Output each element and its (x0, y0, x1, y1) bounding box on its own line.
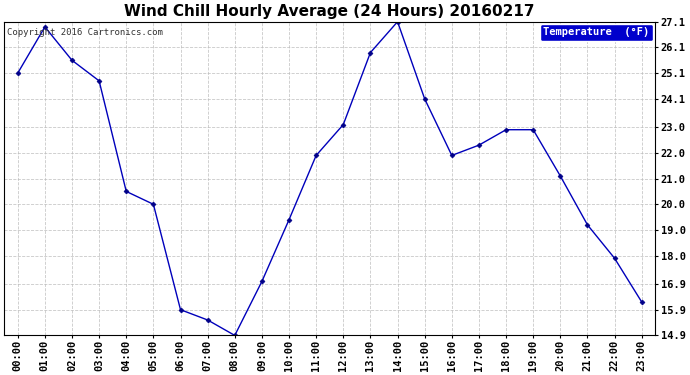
Title: Wind Chill Hourly Average (24 Hours) 20160217: Wind Chill Hourly Average (24 Hours) 201… (124, 4, 535, 19)
Legend: Temperature  (°F): Temperature (°F) (540, 24, 653, 41)
Text: Copyright 2016 Cartronics.com: Copyright 2016 Cartronics.com (8, 28, 164, 37)
